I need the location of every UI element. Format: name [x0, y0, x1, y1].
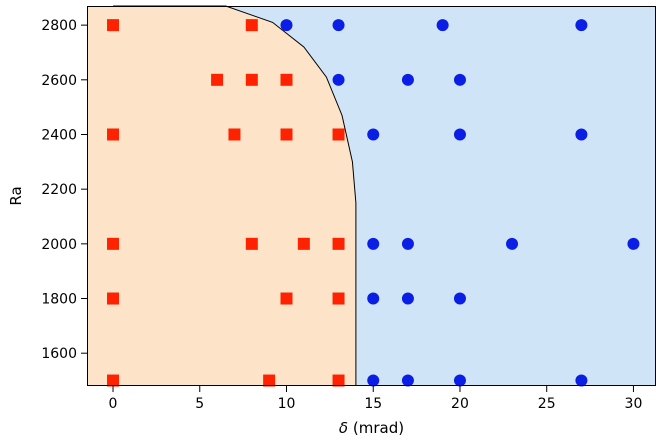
circle-marker — [575, 19, 588, 32]
y-tick-label: 2600 — [41, 73, 77, 89]
x-tick-label: 20 — [451, 396, 469, 412]
x-tick-label: 10 — [278, 396, 296, 412]
circle-marker — [280, 19, 293, 32]
y-tick-label: 2000 — [41, 237, 77, 253]
square-marker — [211, 73, 224, 86]
x-tick-label: 0 — [109, 396, 118, 412]
region-orange — [87, 6, 356, 386]
circle-marker — [401, 73, 414, 86]
x-axis-label: δ (mrad) — [339, 419, 404, 437]
circle-marker — [453, 292, 466, 305]
square-marker — [332, 292, 345, 305]
circle-marker — [367, 128, 380, 141]
x-tick-label: 15 — [364, 396, 382, 412]
circle-marker — [367, 237, 380, 250]
y-tick-label: 2200 — [41, 182, 77, 198]
y-axis-label: Ra — [7, 186, 25, 205]
square-marker — [107, 292, 120, 305]
square-marker — [332, 374, 345, 387]
circle-marker — [367, 374, 380, 387]
square-marker — [263, 374, 276, 387]
circle-marker — [436, 19, 449, 32]
data-markers — [107, 19, 640, 387]
circle-marker — [401, 237, 414, 250]
y-tick-label: 1800 — [41, 292, 77, 308]
square-marker — [245, 237, 258, 250]
square-marker — [245, 19, 258, 32]
y-axis: 1600 1800 2000 2200 2400 2600 2800 — [41, 18, 87, 362]
square-marker — [332, 237, 345, 250]
square-marker — [107, 374, 120, 387]
boundary-curve — [113, 5, 357, 386]
circle-marker — [575, 128, 588, 141]
circle-marker — [453, 73, 466, 86]
x-tick-label: 30 — [625, 396, 643, 412]
circle-marker — [401, 292, 414, 305]
square-marker — [297, 237, 310, 250]
x-tick-label: 5 — [195, 396, 204, 412]
circle-marker — [575, 374, 588, 387]
x-axis-symbol: δ — [339, 419, 348, 437]
y-tick-label: 2400 — [41, 127, 77, 143]
circle-marker — [506, 237, 519, 250]
square-marker — [107, 237, 120, 250]
circle-marker — [627, 237, 640, 250]
circle-marker — [332, 73, 345, 86]
y-tick-label: 2800 — [41, 18, 77, 34]
square-marker — [107, 19, 120, 32]
x-tick-label: 25 — [538, 396, 556, 412]
square-marker — [280, 128, 293, 141]
circle-marker — [401, 374, 414, 387]
square-marker — [107, 128, 120, 141]
circle-marker — [453, 128, 466, 141]
square-marker — [228, 128, 241, 141]
circle-marker — [453, 374, 466, 387]
x-axis: 0 5 10 15 20 25 30 — [109, 386, 643, 412]
circle-marker — [367, 292, 380, 305]
y-tick-label: 1600 — [41, 346, 77, 362]
x-axis-unit: (mrad) — [348, 419, 404, 437]
square-marker — [280, 73, 293, 86]
square-marker — [280, 292, 293, 305]
square-marker — [332, 128, 345, 141]
circle-marker — [332, 19, 345, 32]
square-marker — [245, 73, 258, 86]
plot-area — [87, 5, 656, 387]
